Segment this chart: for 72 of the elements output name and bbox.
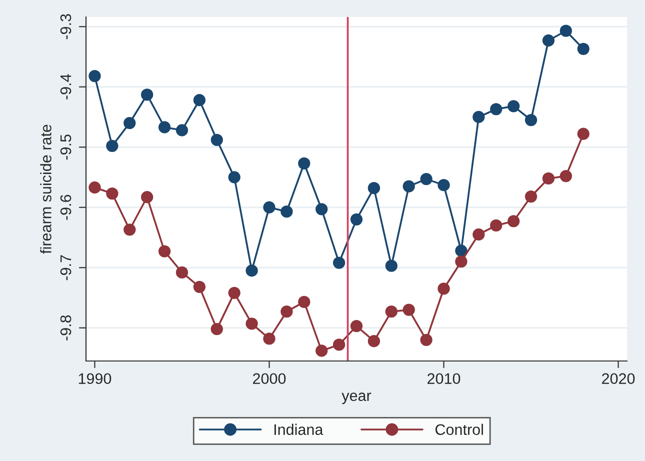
point [560,24,572,37]
point [158,245,171,258]
point [385,260,398,272]
point [158,121,171,134]
point [176,124,188,136]
point [246,264,258,277]
point [577,42,590,56]
point [193,280,206,293]
point [402,304,415,316]
y-tick-label: -9.6 [60,194,72,220]
point [316,203,328,216]
y-tick-label: -9.8 [60,315,72,340]
point [472,110,485,124]
point [507,100,520,112]
x-tick-label: 1990 [78,373,112,384]
point [298,157,310,170]
point [350,213,363,226]
point [472,228,485,241]
point [455,244,468,257]
legend-label: Indiana [274,424,324,436]
x-tick-label: 2020 [602,373,635,384]
point [560,170,572,182]
point [88,70,101,82]
point [420,334,432,346]
point [577,128,590,140]
point [368,182,380,194]
point [141,191,154,204]
point [542,172,555,185]
point [124,224,136,236]
point [350,320,363,332]
point [490,103,502,116]
y-axis-title: firearm suicide rate [40,124,52,254]
point [176,266,188,279]
point [385,306,398,318]
point [141,88,154,101]
point [88,181,101,194]
point [420,172,432,186]
point [332,338,346,351]
y-tick-label: -9.5 [60,134,72,160]
point [210,322,223,336]
point [316,344,328,357]
y-tick-label: -9.4 [60,74,72,100]
point [542,34,555,47]
point [228,286,240,299]
point [455,256,468,268]
x-tick-label: 2010 [428,373,460,384]
point [524,190,538,203]
x-axis-title: year [342,392,372,404]
point [193,94,206,106]
y-tick-label: -9.3 [60,14,72,40]
point [263,332,276,345]
legend-label: Control [435,424,483,436]
point [438,282,450,295]
point [263,201,276,214]
point [402,180,415,192]
point [507,215,520,228]
point [246,318,258,330]
y-tick-label: -9.7 [60,255,72,280]
point [368,335,380,348]
point [124,116,136,130]
point [210,134,223,146]
point [438,179,450,192]
point [524,114,538,126]
x-tick-label: 2000 [253,373,286,384]
point [280,306,293,318]
point [106,140,118,152]
point [490,219,502,232]
point [228,171,240,184]
point [332,256,346,269]
point [106,187,118,200]
point [280,206,293,218]
point [298,296,310,308]
